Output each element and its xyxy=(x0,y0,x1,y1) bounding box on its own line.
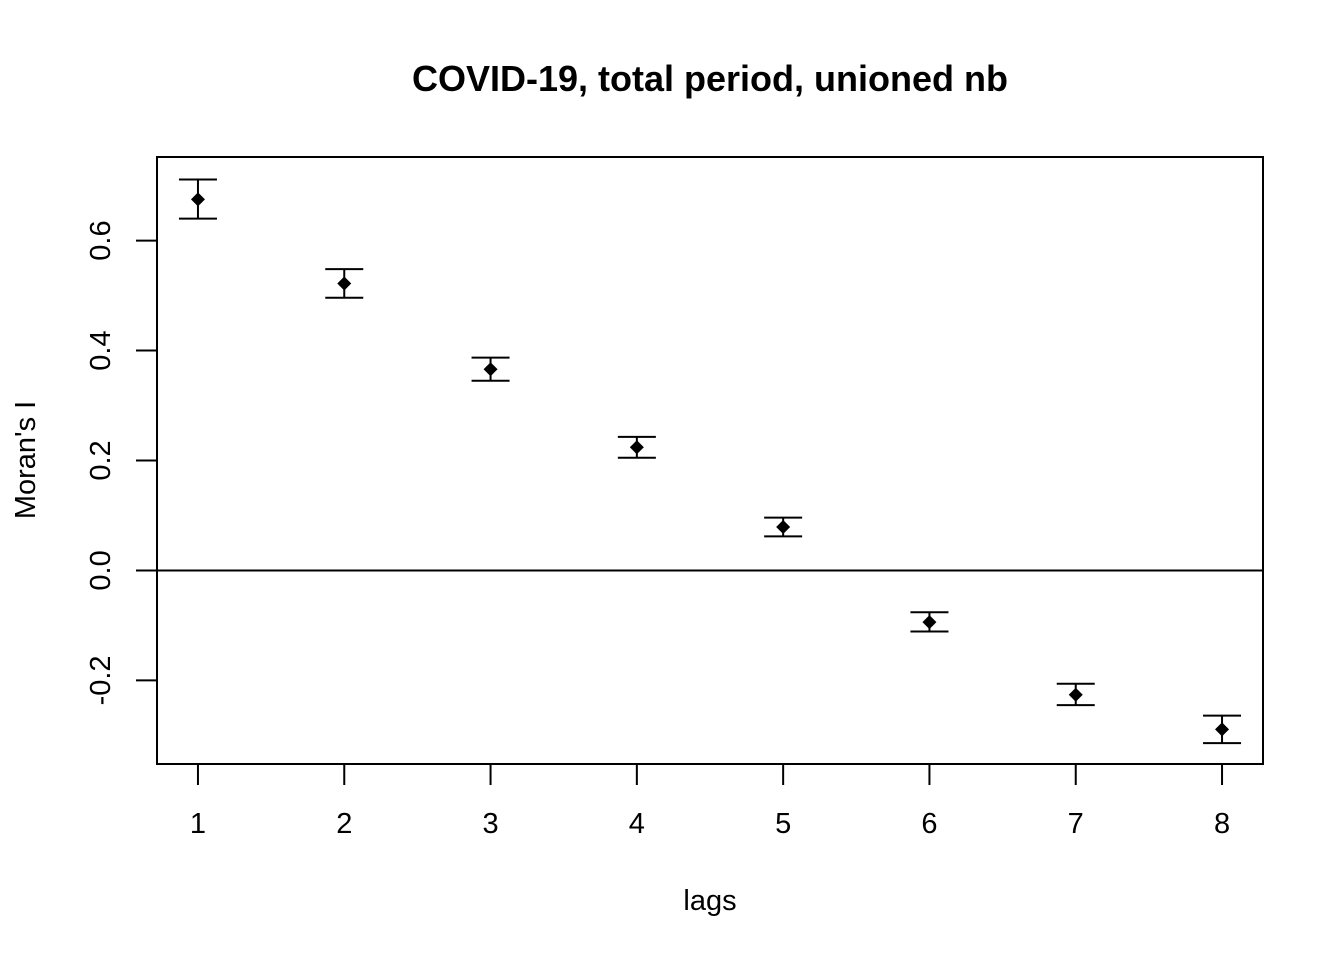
data-point xyxy=(1215,722,1230,737)
x-tick-label: 1 xyxy=(190,808,206,840)
x-tick-label: 4 xyxy=(629,808,645,840)
x-tick-label: 2 xyxy=(336,808,352,840)
y-tick-label: 0.4 xyxy=(85,330,117,370)
chart-title: COVID-19, total period, unioned nb xyxy=(412,58,1008,99)
data-point xyxy=(922,615,937,630)
x-axis-label: lags xyxy=(683,885,736,917)
data-point xyxy=(483,362,498,377)
data-point xyxy=(190,192,205,207)
y-tick-label: -0.2 xyxy=(85,655,117,705)
data-marks xyxy=(178,178,1242,745)
y-tick-label: 0.0 xyxy=(85,550,117,590)
x-tick-label: 3 xyxy=(482,808,498,840)
plot-frame xyxy=(156,156,1264,765)
y-tick-label: 0.2 xyxy=(85,440,117,480)
x-axis: 1 2 3 4 5 6 7 8 xyxy=(190,763,1230,840)
data-point xyxy=(776,520,791,535)
y-tick-label: 0.6 xyxy=(85,220,117,260)
data-point xyxy=(1068,687,1083,702)
x-tick-label: 5 xyxy=(775,808,791,840)
data-point xyxy=(337,276,352,291)
y-axis-label: Moran's I xyxy=(10,401,42,519)
x-tick-label: 7 xyxy=(1068,808,1084,840)
x-tick-label: 6 xyxy=(921,808,937,840)
y-axis: -0.2 0.0 0.2 0.4 0.6 xyxy=(85,220,158,705)
data-point xyxy=(629,440,644,455)
x-tick-label: 8 xyxy=(1214,808,1230,840)
